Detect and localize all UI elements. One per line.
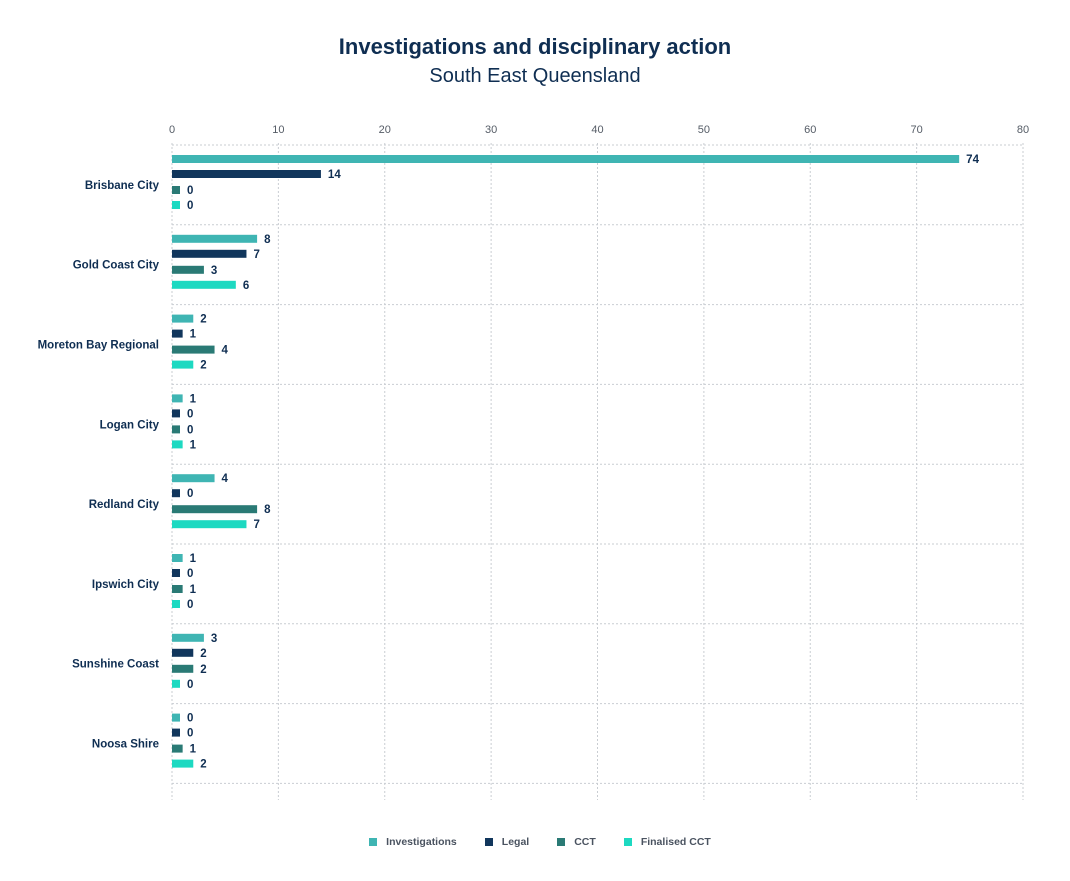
bar-cct xyxy=(172,505,258,514)
data-label: 0 xyxy=(187,599,193,611)
data-label: 1 xyxy=(190,439,197,451)
legend-label: Legal xyxy=(501,836,530,848)
data-label: 0 xyxy=(187,424,193,436)
data-label: 8 xyxy=(264,504,271,516)
bar-investigations xyxy=(172,394,183,403)
bar-finalised-cct xyxy=(172,520,247,529)
data-label: 14 xyxy=(328,169,341,181)
bar-cct xyxy=(172,585,183,593)
data-label: 0 xyxy=(187,713,193,725)
bar-finalised-cct xyxy=(172,280,236,289)
data-label: 1 xyxy=(190,553,197,565)
x-tick-label: 70 xyxy=(911,124,923,136)
chart-legend: Investigations Legal CCT Finalised CCT xyxy=(0,836,1070,848)
data-label: 1 xyxy=(190,393,197,405)
data-label: 0 xyxy=(187,679,193,691)
bar-investigations xyxy=(172,633,204,642)
data-label: 74 xyxy=(966,154,979,166)
data-label: 6 xyxy=(243,280,249,292)
data-label: 2 xyxy=(200,759,206,771)
category-label: Logan City xyxy=(100,419,160,431)
bar-investigations xyxy=(172,155,960,163)
data-label: 8 xyxy=(264,234,271,246)
chart-title: Investigations and disciplinary action xyxy=(338,34,732,59)
data-label: 2 xyxy=(200,648,206,660)
bar-finalised-cct xyxy=(172,600,180,608)
legend-item: Finalised CCT xyxy=(623,836,711,848)
bar-investigations xyxy=(172,713,180,722)
data-label: 7 xyxy=(253,519,259,531)
bar-investigations xyxy=(172,474,215,483)
legend-item: CCT xyxy=(557,836,596,848)
legend-swatch xyxy=(484,838,493,846)
bar-legal xyxy=(172,249,247,258)
bar-investigations xyxy=(172,314,194,323)
legend-item: Investigations xyxy=(369,836,457,848)
x-tick-label: 80 xyxy=(1017,124,1029,136)
data-label: 2 xyxy=(200,664,206,676)
chart-subtitle: South East Queensland xyxy=(429,65,641,87)
bar-legal xyxy=(172,648,194,657)
bar-cct xyxy=(172,664,194,673)
category-label: Moreton Bay Regional xyxy=(38,340,159,352)
data-label: 7 xyxy=(253,249,259,261)
data-label: 0 xyxy=(187,185,193,197)
x-tick-label: 40 xyxy=(591,124,603,136)
data-label: 2 xyxy=(200,360,206,372)
legend-label: Investigations xyxy=(386,836,457,848)
bar-legal xyxy=(172,728,180,737)
data-label: 1 xyxy=(190,744,197,756)
bar-legal xyxy=(172,569,180,577)
data-label: 4 xyxy=(222,345,229,357)
x-tick-label: 20 xyxy=(379,124,391,136)
category-label: Redland City xyxy=(89,499,160,511)
category-label: Brisbane City xyxy=(85,180,160,192)
data-label: 1 xyxy=(190,329,197,341)
bar-cct xyxy=(172,265,204,274)
bar-cct xyxy=(172,186,180,194)
data-label: 0 xyxy=(187,488,193,500)
data-label: 0 xyxy=(187,200,193,212)
category-label: Ipswich City xyxy=(92,579,160,591)
x-tick-label: 30 xyxy=(485,124,497,136)
category-label: Noosa Shire xyxy=(92,739,159,751)
legend-label: CCT xyxy=(574,836,596,848)
legend-label: Finalised CCT xyxy=(640,836,711,848)
legend-swatch xyxy=(623,838,632,846)
x-tick-label: 60 xyxy=(804,124,816,136)
legend-swatch xyxy=(557,838,566,846)
legend-swatch xyxy=(369,838,378,846)
bar-finalised-cct xyxy=(172,440,183,449)
data-label: 3 xyxy=(211,265,217,277)
category-label: Sunshine Coast xyxy=(72,659,159,671)
x-tick-label: 0 xyxy=(169,124,175,136)
data-label: 0 xyxy=(187,408,193,420)
bar-legal xyxy=(172,489,180,498)
x-tick-label: 10 xyxy=(272,124,284,136)
data-label: 1 xyxy=(190,584,197,596)
bar-legal xyxy=(172,409,180,418)
bar-finalised-cct xyxy=(172,679,180,688)
bar-investigations xyxy=(172,234,258,243)
data-label: 4 xyxy=(222,473,229,485)
bar-finalised-cct xyxy=(172,759,194,768)
x-tick-label: 50 xyxy=(698,124,710,136)
data-label: 3 xyxy=(211,633,217,645)
bar-legal xyxy=(172,329,183,338)
bar-legal xyxy=(172,170,321,178)
bar-cct xyxy=(172,425,180,434)
bar-cct xyxy=(172,744,183,753)
category-label: Gold Coast City xyxy=(73,260,160,272)
bar-investigations xyxy=(172,554,183,562)
bar-cct xyxy=(172,345,215,354)
data-label: 2 xyxy=(200,314,206,326)
data-label: 0 xyxy=(187,568,193,580)
data-label: 0 xyxy=(187,728,193,740)
legend-item: Legal xyxy=(484,836,530,848)
bar-finalised-cct xyxy=(172,360,194,369)
bar-finalised-cct xyxy=(172,201,180,209)
